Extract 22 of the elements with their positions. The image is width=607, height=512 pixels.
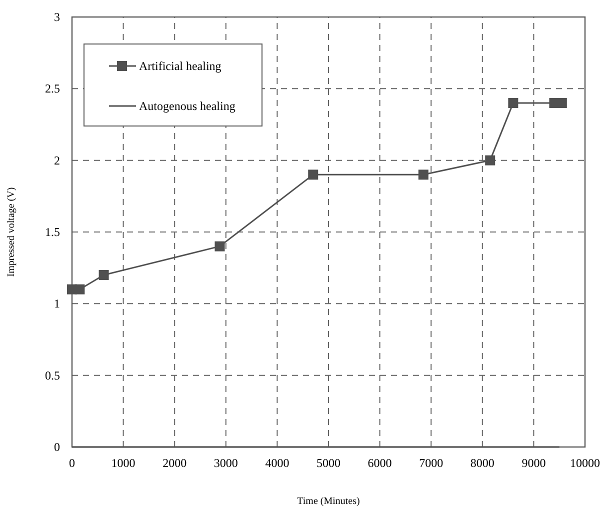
y-tick-label: 0: [54, 440, 60, 454]
x-tick-label: 0: [69, 456, 75, 470]
x-tick-label: 5000: [316, 456, 340, 470]
y-tick-label: 1.5: [45, 225, 60, 239]
x-tick-label: 9000: [522, 456, 546, 470]
y-tick-label: 1: [54, 296, 60, 311]
y-tick-label: 2: [54, 153, 60, 168]
x-tick-label: 7000: [419, 456, 444, 470]
y-tick-label: 2.5: [45, 82, 60, 96]
y-axis-title: Impressed voltage (V): [6, 187, 17, 277]
x-tick-label: 4000: [265, 456, 290, 470]
x-tick-label: 2000: [162, 456, 187, 470]
x-tick-label: 10000: [570, 456, 600, 470]
x-axis-title: Time (Minutes): [297, 496, 360, 507]
x-tick-label: 6000: [368, 456, 392, 470]
legend-label: Autogenous healing: [139, 99, 236, 113]
legend-label: Artificial healing: [139, 59, 222, 73]
y-tick-label: 0.5: [45, 368, 60, 382]
x-tick-label: 1000: [111, 456, 136, 470]
y-tick-label: 3: [54, 10, 60, 24]
x-tick-label: 8000: [470, 456, 494, 470]
x-tick-label: 3000: [214, 456, 238, 470]
